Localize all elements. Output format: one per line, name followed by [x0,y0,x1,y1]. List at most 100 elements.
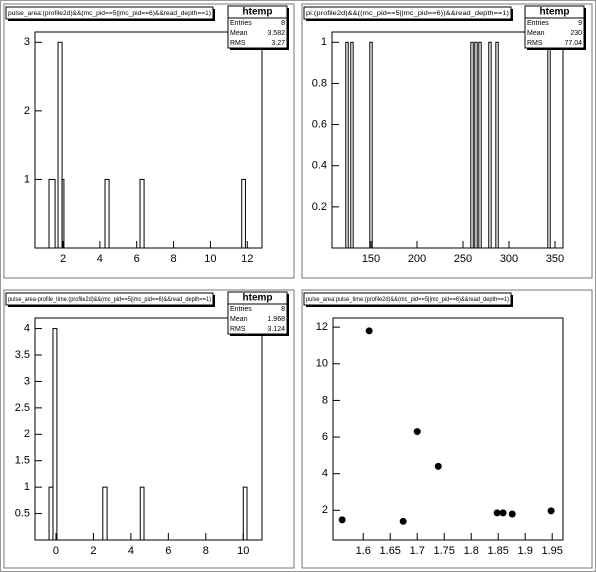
x-tick-label: 1.6 [356,545,371,557]
x-tick-label: 300 [500,253,518,265]
y-tick-label: 0.4 [312,160,327,172]
point [338,516,346,524]
title-box [303,6,512,20]
histogram-bar [61,178,65,249]
stats-value: 3.582 [267,30,285,37]
x-tick-label: 4 [97,253,103,265]
x-tick-label: 150 [362,253,380,265]
y-tick-label: 4 [24,322,30,334]
y-tick-label: 0.6 [312,118,327,130]
y-tick-label: 2 [322,504,328,516]
stats-value: 8 [281,306,285,313]
histogram-bar [104,178,110,249]
stats-value: 230 [570,30,582,37]
stats-value: 3.124 [267,326,285,333]
y-tick-label: 3 [24,375,30,387]
stats-label: RMS [230,40,246,47]
point [499,509,507,517]
y-tick-label: 2.5 [15,402,30,414]
frame [34,317,263,541]
title-box [5,292,214,306]
x-tick-label: 250 [454,253,472,265]
y-tick-label: 12 [316,321,328,333]
y-tick-label: 10 [316,358,328,370]
stats-box [524,5,585,49]
y-tick-label: 8 [322,394,328,406]
y-tick-label: 1 [24,173,30,185]
stats-label: Mean [230,316,248,323]
x-tick-label: 10 [237,545,249,557]
histogram-bar [369,41,373,249]
y-tick-label: 3 [24,36,30,48]
stats-label: Entries [527,20,549,27]
x-tick-label: 1.9 [518,545,533,557]
histogram-bar [139,486,145,541]
y-tick-label: 0.8 [312,77,327,89]
stats-value: 77.04 [564,40,582,47]
x-tick-label: 350 [546,253,564,265]
point [508,510,516,518]
x-tick-label: 1.75 [434,545,455,557]
stats-label: Mean [230,30,248,37]
x-tick-label: 1.95 [541,545,562,557]
histogram-bar [470,41,474,249]
histogram-bar [478,41,482,249]
stats-label: Entries [230,306,252,313]
stats-value: 8 [281,20,285,27]
y-tick-label: 0.2 [312,201,327,213]
x-tick-label: 10 [204,253,216,265]
stats-title: htemp [540,7,570,18]
chart-title: pi:(profile2d)&&((mc_pid==5||mc_pid==6))… [306,11,509,17]
histogram-bar [495,41,499,249]
histogram-bar [52,328,58,541]
x-tick-label: 6 [134,253,140,265]
y-tick-label: 1.5 [15,455,30,467]
stats-title: htemp [243,7,273,18]
y-tick-label: 0.5 [15,507,30,519]
stats-label: Mean [527,30,545,37]
stats-title: htemp [243,293,273,304]
x-tick-label: 1.7 [410,545,425,557]
x-tick-label: 2 [90,545,96,557]
y-tick-label: 4 [322,468,328,480]
point [493,509,501,517]
title-box [5,6,214,20]
chart-title: pulse_area:(profile2d)&&(mc_pid==5||mc_p… [8,11,211,17]
chart-title: pulse_area:pulse_time:(profile2d)&&(mc_p… [306,297,509,303]
histogram-bar [345,41,349,249]
x-tick-label: 6 [165,545,171,557]
histogram-bar [350,41,354,249]
x-tick-label: 12 [241,253,253,265]
pad [3,289,295,569]
histogram-bar [57,41,63,249]
y-tick-label: 2 [24,428,30,440]
x-tick-label: 1.65 [380,545,401,557]
point [547,507,555,515]
point [365,327,373,335]
point [399,517,407,525]
x-tick-label: 8 [170,253,176,265]
stats-label: Entries [230,20,252,27]
frame [34,31,263,249]
stats-value: 3.27 [271,40,285,47]
x-tick-label: 200 [408,253,426,265]
y-tick-label: 6 [322,431,328,443]
y-tick-label: 3.5 [15,349,30,361]
frame [332,317,564,541]
histogram-bar [241,178,246,249]
point [434,462,442,470]
frame [331,31,564,249]
pad [301,289,593,569]
y-tick-label: 1 [24,481,30,493]
stats-box [227,291,288,335]
stats-value: 9 [578,20,582,27]
x-tick-label: 0 [53,545,59,557]
x-tick-label: 1.8 [464,545,479,557]
histogram-bar [488,41,492,249]
y-tick-label: 1 [321,36,327,48]
x-tick-label: 1.85 [488,545,509,557]
histogram-bar [102,486,108,541]
histogram-bar [48,178,56,249]
title-box [303,292,512,306]
